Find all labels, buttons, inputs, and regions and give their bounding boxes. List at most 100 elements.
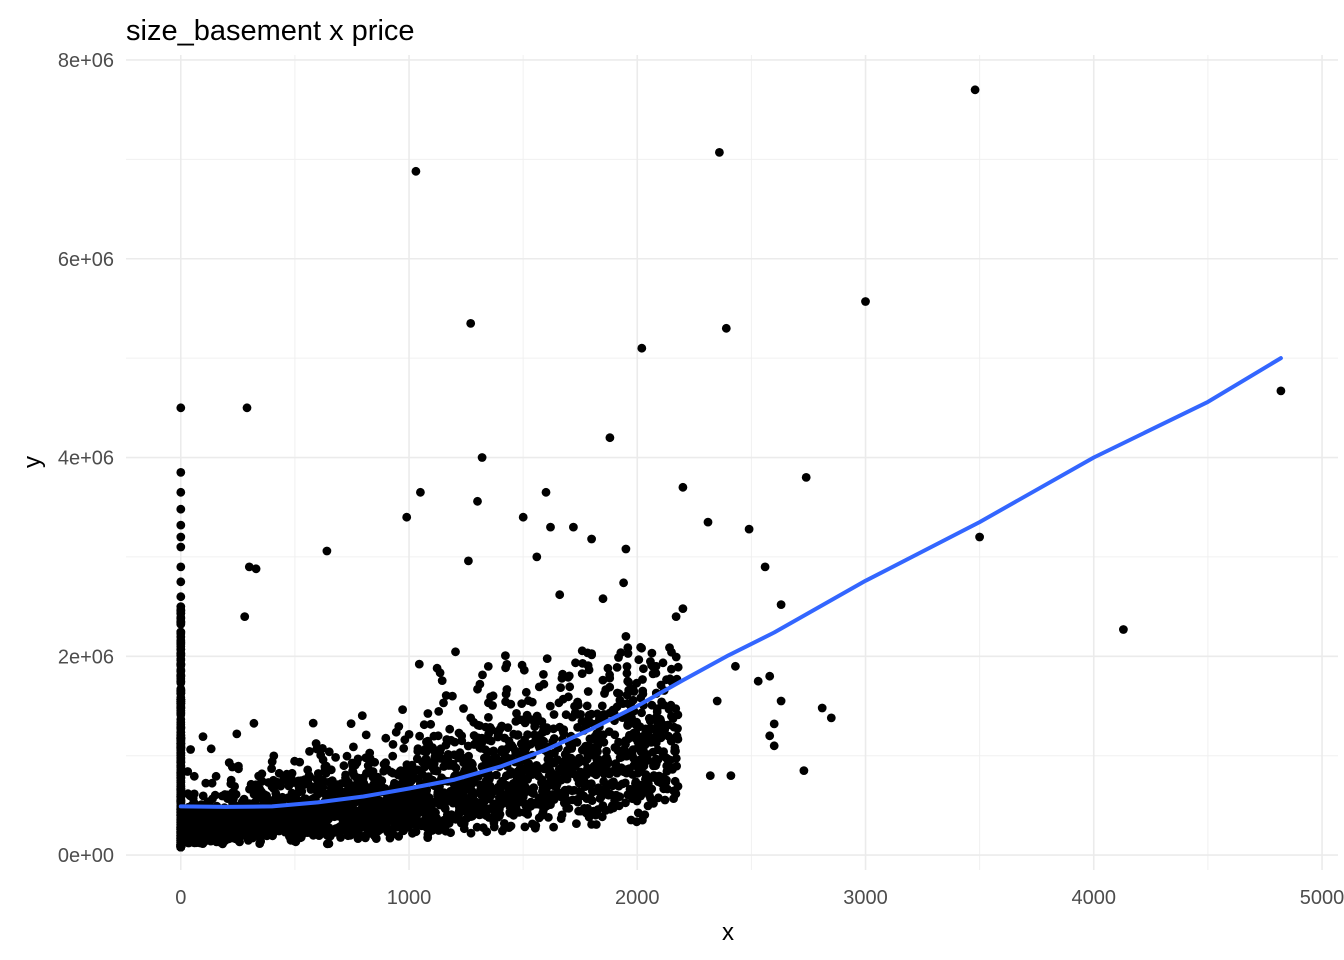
data-point (475, 743, 484, 752)
data-point (240, 612, 250, 621)
data-point (256, 825, 265, 835)
data-point (466, 828, 476, 838)
data-point (493, 732, 503, 742)
data-point (639, 664, 648, 674)
data-point (299, 780, 309, 789)
data-point (542, 654, 552, 663)
data-point (712, 696, 722, 706)
data-point (201, 778, 211, 788)
data-point (367, 821, 376, 830)
data-point (342, 751, 352, 761)
data-point (249, 718, 259, 728)
data-point (555, 775, 564, 784)
y-axis-ticks: 0e+00 2e+06 4e+06 6e+06 8e+06 (58, 50, 114, 867)
data-point (520, 787, 530, 796)
data-point (239, 827, 249, 837)
data-point (412, 754, 422, 764)
data-point (650, 733, 660, 743)
data-point (419, 720, 429, 730)
data-point (461, 765, 471, 775)
data-point (670, 788, 680, 797)
data-point (405, 811, 415, 821)
data-point (240, 817, 249, 826)
data-point (301, 794, 311, 804)
data-point (660, 795, 670, 805)
data-point (481, 722, 491, 732)
data-point (448, 691, 457, 701)
data-point (501, 745, 511, 755)
data-point (568, 795, 578, 805)
data-point (422, 747, 432, 756)
data-point (663, 754, 672, 764)
data-point (572, 819, 581, 828)
data-point (579, 744, 589, 754)
data-point (464, 751, 473, 761)
data-point (562, 774, 572, 784)
data-point (303, 765, 313, 775)
data-point (519, 778, 528, 788)
data-point (211, 771, 221, 781)
data-point (483, 662, 493, 671)
data-point (546, 522, 555, 532)
data-point (464, 556, 473, 566)
data-point (249, 831, 259, 841)
data-point (501, 651, 510, 660)
data-point (799, 766, 809, 775)
data-point (769, 719, 779, 729)
data-point (429, 766, 439, 775)
data-point (584, 717, 594, 727)
data-point (463, 741, 473, 751)
data-point (322, 816, 332, 826)
data-point (287, 788, 297, 798)
data-point (560, 756, 570, 766)
data-point (176, 577, 186, 587)
data-point (637, 708, 646, 718)
data-point (618, 699, 628, 708)
x-axis-title: x (722, 919, 734, 946)
data-point (587, 820, 596, 829)
data-point (469, 777, 479, 787)
data-point (1119, 625, 1128, 634)
data-point (176, 468, 186, 477)
data-point (598, 675, 608, 685)
data-point (604, 758, 613, 768)
data-point (637, 343, 647, 353)
data-point (439, 698, 448, 708)
data-point (645, 716, 655, 726)
data-point (444, 789, 454, 799)
data-point (240, 808, 250, 817)
data-point (765, 731, 775, 741)
data-point (350, 781, 359, 790)
data-point (667, 664, 676, 674)
data-point (219, 813, 229, 823)
data-point (539, 781, 549, 791)
data-point (421, 787, 431, 796)
data-point (550, 748, 559, 758)
data-point (568, 769, 578, 779)
data-point (382, 764, 392, 774)
smooth-trend-line (178, 356, 1283, 809)
data-point (423, 709, 433, 718)
data-point (753, 676, 763, 686)
data-point (573, 700, 583, 710)
data-point (313, 810, 323, 820)
data-point (660, 725, 670, 734)
data-point (381, 733, 391, 743)
data-point (362, 768, 371, 778)
data-point (614, 801, 624, 811)
data-point (672, 733, 682, 743)
data-point (361, 730, 371, 740)
data-point (244, 562, 254, 572)
data-point (330, 786, 339, 796)
data-point (402, 760, 412, 770)
data-point (369, 779, 379, 789)
data-point (577, 790, 587, 800)
data-point (637, 643, 646, 653)
x-axis-ticks: 0 1000 2000 3000 4000 5000 (175, 887, 1344, 909)
data-point (582, 701, 592, 711)
data-point (316, 775, 326, 784)
data-point (578, 659, 587, 668)
data-point (233, 809, 243, 819)
data-point (658, 658, 668, 668)
y-tick-label: 8e+06 (58, 50, 114, 72)
